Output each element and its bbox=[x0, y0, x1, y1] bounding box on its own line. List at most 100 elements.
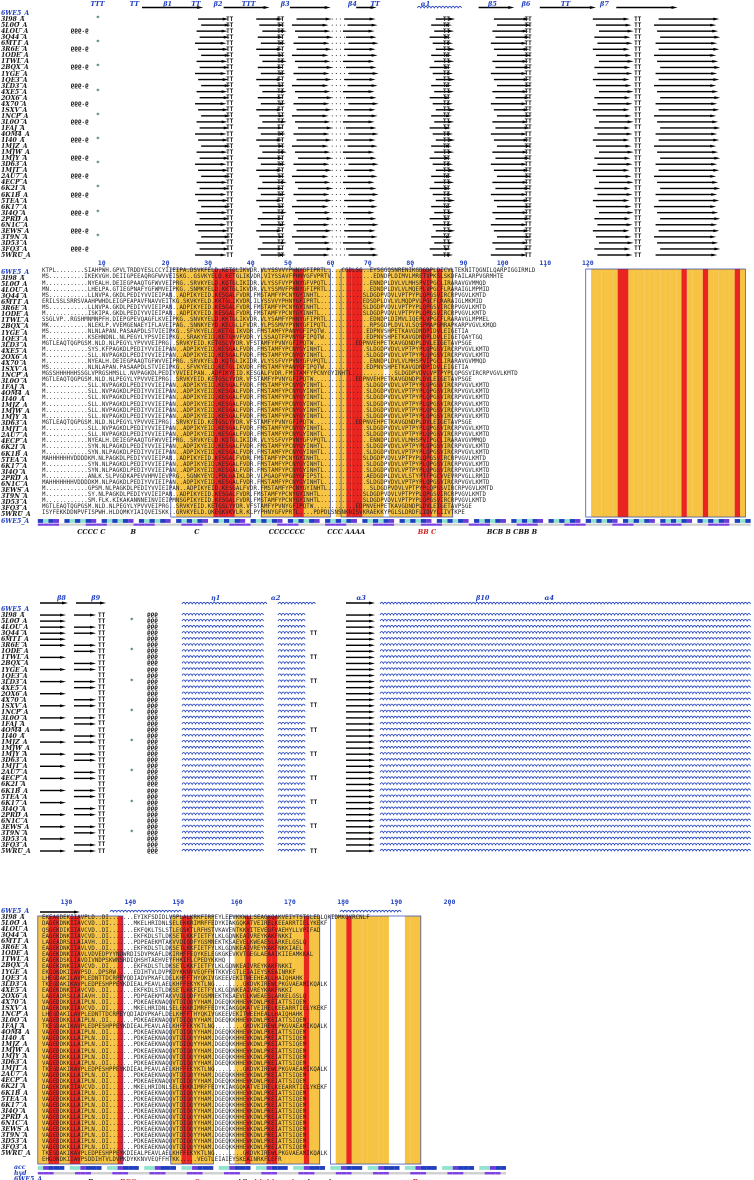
p2-turn: TT bbox=[98, 647, 106, 655]
p1-strand-head bbox=[525, 53, 532, 57]
p1-similar-column bbox=[176, 269, 182, 518]
p3-sequence-row: VAGEDDKKLLAIPLN..DI.......PDKEAEKNAQQVTD… bbox=[42, 1048, 307, 1055]
p1-loop-dot bbox=[339, 187, 341, 189]
p1-loop-dot bbox=[331, 127, 333, 129]
p1-conserved-box bbox=[585, 268, 746, 518]
p1-acc-cell bbox=[591, 519, 597, 523]
p2-ss-label: β9 bbox=[91, 594, 101, 602]
p1-strand-head bbox=[279, 193, 286, 196]
p1-similar-column bbox=[724, 269, 730, 518]
p1-strand bbox=[342, 90, 370, 93]
p1-similar-column bbox=[277, 269, 283, 518]
p1-loop-dot bbox=[339, 212, 341, 214]
p2-helix bbox=[277, 709, 306, 713]
p2-turn: TT bbox=[98, 690, 106, 698]
p1-strand bbox=[298, 187, 328, 190]
p1-ss-label: β1 bbox=[163, 0, 173, 8]
p1-strand bbox=[598, 151, 629, 153]
p2-star: * bbox=[130, 647, 134, 655]
p1-strand-head bbox=[369, 199, 376, 202]
p2-turn: TT bbox=[98, 811, 106, 819]
p1-hyd-cell bbox=[458, 523, 464, 526]
p1-turn: TT bbox=[634, 142, 642, 150]
p1-hyd-cell bbox=[644, 523, 650, 526]
p2-turn: TT bbox=[310, 750, 318, 758]
p1-loop-dot bbox=[343, 206, 345, 208]
p2-strand-head bbox=[369, 680, 375, 683]
p1-loop-dot bbox=[343, 242, 345, 244]
p1-sequence-row: M............KSEHNDNL.NLPEGYLYPSVIEIPKG.… bbox=[42, 334, 483, 341]
p1-loop-dot bbox=[343, 169, 345, 171]
p2-strand bbox=[74, 686, 91, 689]
p3-hyd-cell bbox=[415, 1172, 421, 1175]
p1-strand bbox=[260, 42, 281, 44]
p1-hyd-cell bbox=[197, 523, 203, 526]
p2-helix bbox=[379, 679, 751, 683]
p1-turn: TT bbox=[277, 215, 285, 223]
p1-identical-column bbox=[346, 269, 352, 518]
p3-acc-cell bbox=[378, 1166, 384, 1170]
p1-turn: TT bbox=[277, 45, 285, 53]
p1-hyd-cell bbox=[479, 523, 485, 526]
p1-turn: TT bbox=[442, 76, 451, 84]
p3-conserved-box bbox=[330, 915, 422, 1165]
p1-strand bbox=[201, 175, 226, 178]
p1-hyd-cell bbox=[426, 523, 432, 526]
p1-strand-head bbox=[326, 66, 333, 69]
p3-acc-cell bbox=[372, 1166, 379, 1170]
p1-similar-column bbox=[234, 269, 240, 518]
p1-acc-cell bbox=[138, 519, 145, 523]
p1-loop-dot bbox=[352, 181, 354, 183]
p3-sequence-row: VAGEDDKKLLAIPLN..DI.......PDKEAEKNAQQVTD… bbox=[42, 1096, 307, 1103]
p1-acc-cell bbox=[372, 519, 379, 523]
p1-loop-dot bbox=[331, 48, 333, 50]
p1-hyd-cell bbox=[144, 523, 150, 526]
p1-bend-mark: ϱϱϱ.ϱ bbox=[70, 99, 89, 107]
p1-strand-head bbox=[220, 162, 227, 166]
p1-strand-head bbox=[220, 132, 227, 136]
p2-strand bbox=[346, 620, 370, 622]
p2-turn: TT bbox=[98, 611, 106, 619]
p2-name: 2AU7_A bbox=[1, 769, 28, 777]
p3-similar-column bbox=[335, 916, 342, 1165]
p1-strand bbox=[492, 181, 524, 184]
p1-ref-strand-head bbox=[370, 6, 377, 9]
p1-turn: TT bbox=[226, 33, 234, 41]
p1-similar-column bbox=[394, 269, 400, 518]
p1-sequence-row: M............SLL.NVPAGKDLPEDIYVVIEIPAN..… bbox=[42, 431, 490, 438]
p1-strand-head bbox=[323, 253, 330, 257]
p1-strand bbox=[349, 72, 374, 75]
p1-turn: TT bbox=[442, 27, 451, 35]
p2-bend-mark: ϱϱϱ bbox=[147, 707, 158, 715]
p1-strand bbox=[256, 18, 278, 20]
p1-strand-head bbox=[322, 235, 329, 239]
p1-loop-dot bbox=[352, 66, 354, 68]
p3-hyd-cell bbox=[404, 1172, 411, 1175]
p2-strand-head bbox=[369, 752, 375, 756]
p1-acc-cell bbox=[463, 519, 469, 523]
p1-name: 1MJY_A bbox=[1, 155, 28, 163]
p2-helix bbox=[181, 679, 264, 683]
p2-strand-head bbox=[369, 783, 375, 786]
p1-turn: TT bbox=[634, 251, 642, 259]
p2-strand-head bbox=[369, 649, 375, 653]
p1-loop-dot bbox=[331, 254, 333, 256]
p2-strand bbox=[346, 753, 370, 755]
p2-helix bbox=[277, 770, 306, 774]
p3-hyd-cell bbox=[133, 1172, 139, 1175]
p1-acc-cell bbox=[638, 519, 645, 523]
p1-acc-cell bbox=[436, 519, 443, 523]
p1-strand bbox=[195, 103, 222, 105]
p2-ss-label: α3 bbox=[356, 594, 366, 602]
p1-strand bbox=[495, 127, 526, 129]
p2-name: 2PRD_A bbox=[1, 811, 29, 819]
p3-acc-cell bbox=[458, 1166, 464, 1170]
p1-turn: TT bbox=[277, 178, 285, 186]
p3-hyd-cell bbox=[431, 1172, 437, 1175]
p1-similar-column bbox=[431, 269, 437, 518]
p1-strand-head bbox=[624, 217, 631, 221]
p1-strand bbox=[262, 30, 282, 32]
p1-strand-head bbox=[447, 102, 454, 106]
p1-acc-cell bbox=[532, 519, 538, 523]
p3-acc-cell bbox=[186, 1166, 193, 1170]
